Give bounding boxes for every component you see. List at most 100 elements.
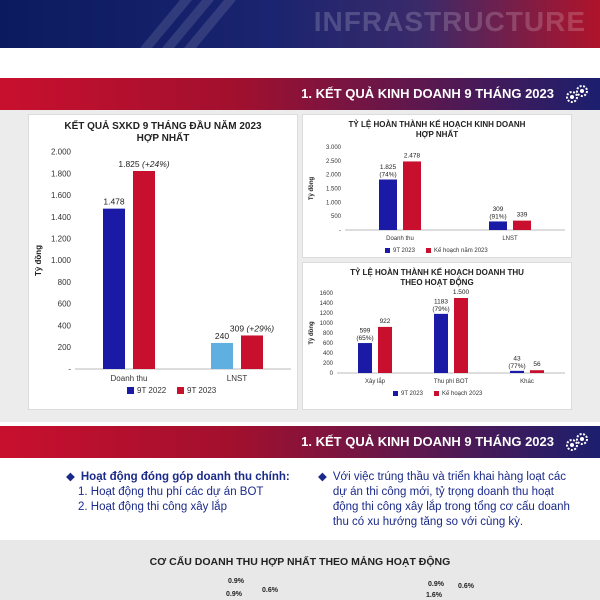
y-tick-label: 1.800 (51, 169, 72, 178)
y-tick-label: 1600 (320, 291, 334, 297)
bar (241, 335, 263, 369)
legend-label: 9T 2022 (137, 386, 167, 395)
info-left-heading: Hoạt động đóng góp doanh thu chính: (80, 471, 290, 483)
x-tick-label: Khác (520, 379, 534, 385)
y-tick-label: 2.500 (326, 159, 342, 165)
data-label: 922 (380, 318, 391, 325)
y-tick-label: - (68, 365, 71, 374)
y-tick-label: 2.000 (51, 148, 72, 157)
info-left-list: 1. Hoạt động thu phí các dự án BOT 2. Ho… (66, 485, 296, 515)
legend-swatch (385, 248, 390, 253)
gears-icon (566, 433, 588, 451)
pct-label: 0.9% (226, 591, 242, 598)
x-tick-label: LNST (227, 374, 248, 383)
y-tick-label: 200 (58, 343, 72, 352)
pct-label: 0.6% (458, 583, 474, 590)
y-tick-label: 3.000 (326, 145, 342, 151)
data-label: 339 (517, 212, 528, 219)
data-label: 599 (360, 328, 371, 335)
bar (378, 326, 392, 373)
y-axis-label: Tỷ đồng (309, 321, 315, 345)
x-tick-label: Doanh thu (111, 374, 148, 383)
y-tick-label: 0 (330, 371, 334, 377)
decorative-stripes (140, 0, 236, 48)
y-tick-label: 200 (323, 361, 334, 367)
bar (133, 170, 155, 369)
bar (530, 370, 544, 373)
pct-label: 0.9% (428, 581, 444, 588)
legend-swatch (393, 391, 398, 396)
section-title-2: 1. KẾT QUẢ KINH DOANH 9 THÁNG 2023 (301, 434, 554, 449)
x-tick-label: Thu phí BOT (434, 379, 469, 385)
data-label: (79%) (432, 306, 449, 313)
y-tick-label: 1000 (320, 321, 334, 327)
info-left-item: 1. Hoạt động thu phí các dự án BOT (78, 486, 264, 498)
legend-swatch (127, 387, 134, 394)
bar (434, 313, 448, 373)
bullet-icon: ◆ (66, 471, 75, 483)
bar (403, 161, 421, 230)
chart3-svg: 1600 1400 1200 1000 800 600 400 200 0 Tỷ đồng Xây … (309, 289, 565, 397)
section-header-1: 1. KẾT QUẢ KINH DOANH 9 THÁNG 2023 (0, 78, 600, 110)
chart2-svg: 3.000 2.500 2.000 1.500 1.000 500 - Tỷ đồng Doan… (309, 145, 565, 254)
y-tick-label: 1.600 (51, 191, 72, 200)
data-label: (77%) (508, 363, 525, 370)
section-header-2: 1. KẾT QUẢ KINH DOANH 9 THÁNG 2023 (0, 426, 600, 458)
bar (379, 179, 397, 230)
bar (358, 343, 372, 373)
chart1-svg: 2.000 1.800 1.600 1.400 1.200 1.000 800 600 400 2… (34, 148, 291, 395)
gears-icon (566, 85, 588, 103)
y-tick-label: 1.400 (51, 213, 72, 222)
y-tick-label: 2.000 (326, 173, 342, 179)
info-right-text: Với việc trúng thầu và triển khai hàng l… (332, 471, 570, 528)
y-tick-label: 1.500 (326, 187, 342, 193)
info-left: ◆ Hoạt động đóng góp doanh thu chính: 1.… (66, 470, 296, 515)
bullet-icon: ◆ (318, 471, 327, 483)
data-label: (91%) (489, 213, 506, 220)
chart-panel-plan-completion: TỶ LỆ HOÀN THÀNH KẾ HOẠCH KINH DOANH HỢP… (302, 114, 572, 258)
pct-label: 0.6% (262, 587, 278, 594)
data-label: 309 (+29%) (230, 323, 274, 333)
x-tick-label: LNST (502, 236, 518, 242)
data-label: 1.500 (453, 289, 470, 296)
data-label: 1.478 (103, 197, 125, 207)
data-label: 1.825 (380, 164, 397, 171)
bar (513, 220, 531, 230)
y-tick-label: 1400 (320, 301, 334, 307)
pct-label: 1.6% (426, 592, 442, 599)
legend-swatch (426, 248, 431, 253)
x-tick-label: Xây lắp (365, 378, 386, 385)
y-axis-label: Tỷ đồng (309, 177, 315, 201)
bar (211, 342, 233, 369)
y-tick-label: 500 (331, 214, 342, 220)
chart1-title: KẾT QUẢ SXKD 9 THÁNG ĐẦU NĂM 2023 HỢP NH… (64, 121, 262, 144)
bar (454, 298, 468, 373)
info-right: ◆ Với việc trúng thầu và triển khai hàng… (318, 470, 578, 530)
section-title-1: 1. KẾT QUẢ KINH DOANH 9 THÁNG 2023 (301, 86, 554, 101)
data-label: 2.478 (404, 152, 421, 159)
y-tick-label: 400 (58, 321, 72, 330)
top-banner: INFRASTRUCTURE (0, 0, 600, 48)
legend-swatch (434, 391, 439, 396)
data-label: 1.825 (+24%) (118, 159, 169, 169)
legend-label: Kế hoạch 2023 (442, 391, 483, 397)
data-label: 240 (215, 331, 229, 341)
y-tick-label: 1.200 (51, 234, 72, 243)
legend-label: 9T 2023 (401, 391, 424, 397)
data-label: (74%) (379, 172, 396, 179)
data-label: (65%) (356, 335, 373, 342)
y-tick-label: 1.000 (51, 256, 72, 265)
y-axis-label: Tỷ đồng (34, 245, 43, 276)
y-tick-label: 800 (58, 278, 72, 287)
bar (103, 208, 125, 369)
y-tick-label: 400 (323, 351, 334, 357)
y-tick-label: 600 (323, 341, 334, 347)
chart-panel-activity: TỶ LỆ HOÀN THÀNH KẾ HOẠCH DOANH THU THEO… (302, 262, 572, 410)
data-label: 309 (493, 206, 504, 213)
data-label: 1183 (434, 298, 448, 305)
info-left-heading-row: ◆ Hoạt động đóng góp doanh thu chính: (66, 470, 296, 485)
info-left-item: 2. Hoạt động thi công xây lắp (78, 501, 227, 513)
pct-label: 0.9% (228, 578, 244, 585)
data-label: 43 (513, 355, 521, 362)
y-tick-label: - (339, 228, 341, 234)
